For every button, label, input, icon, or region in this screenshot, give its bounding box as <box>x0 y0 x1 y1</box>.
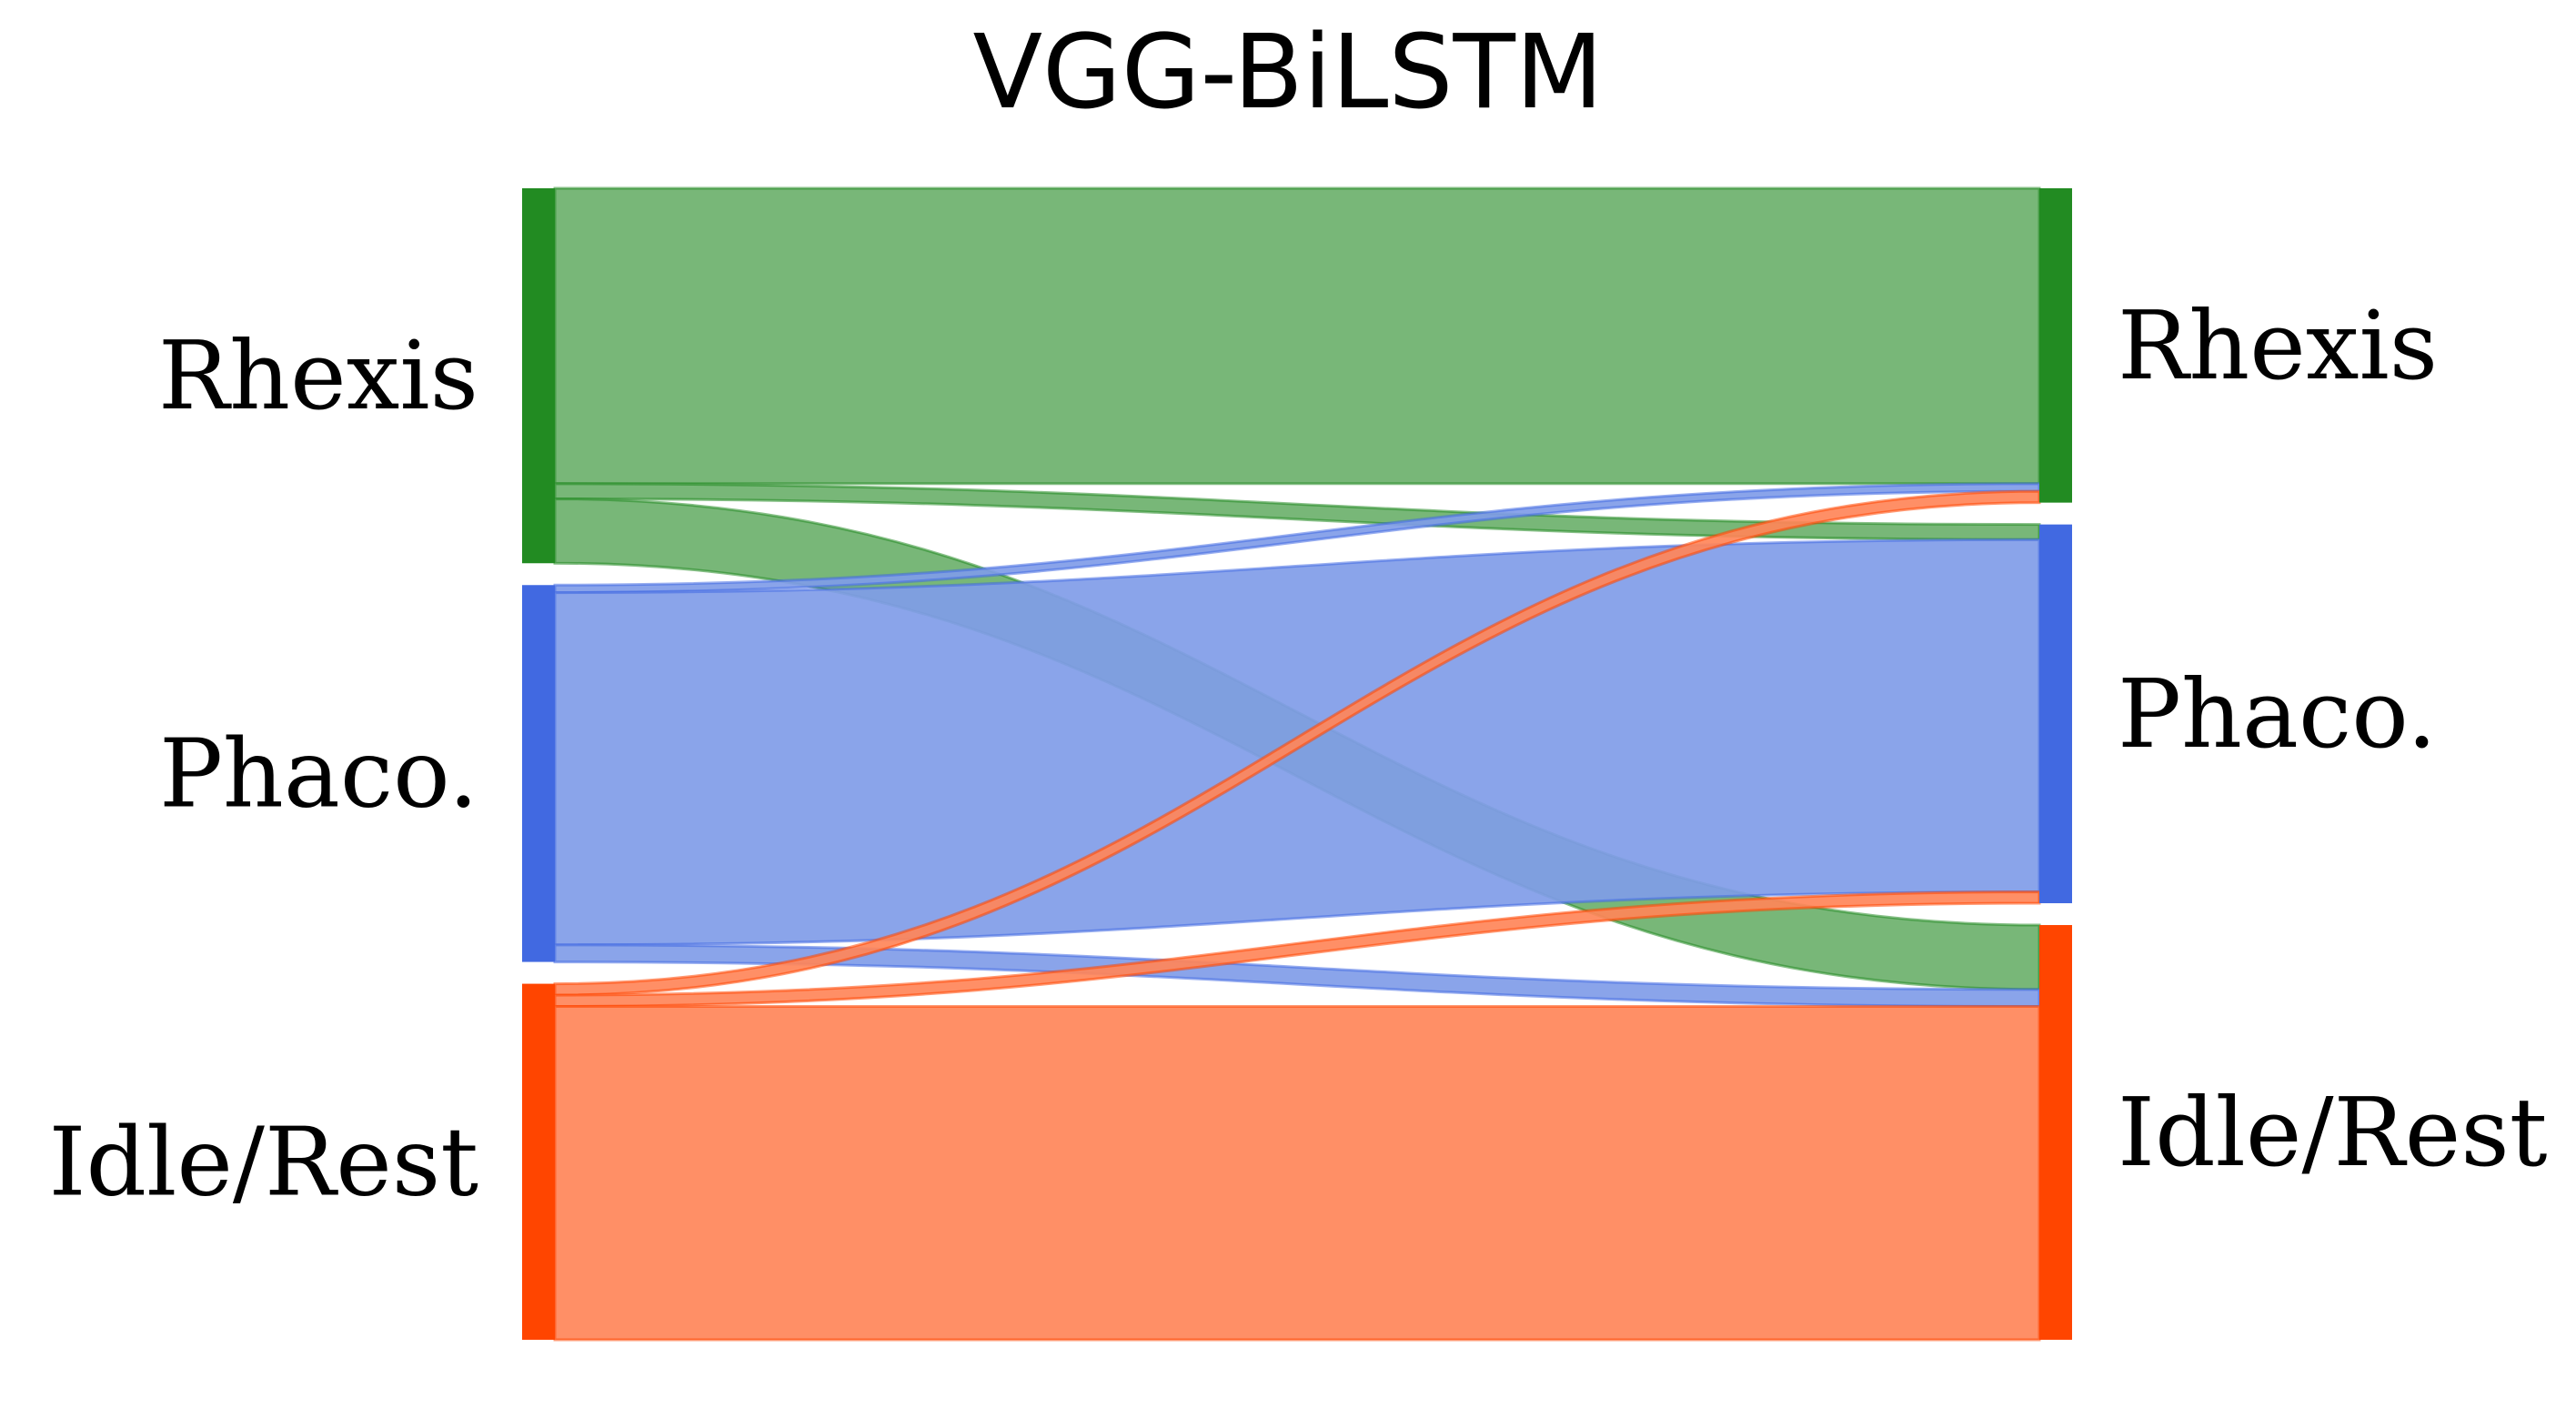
node-layer <box>522 188 2072 1340</box>
flow-idle-rest-to-phaco <box>553 890 2041 1009</box>
left-node-rhexis <box>522 188 555 564</box>
right-label-phaco: Phaco. <box>2118 659 2437 769</box>
left-node-phaco <box>522 585 555 962</box>
right-node-rhexis <box>2039 188 2072 503</box>
flow-idle-rest-to-idle-rest <box>553 1005 2041 1342</box>
left-node-idle-rest <box>522 983 555 1340</box>
flow-layer <box>553 186 2041 1342</box>
left-label-idle-rest: Idle/Rest <box>48 1106 478 1217</box>
label-layer: Rhexis Phaco. Idle/Rest Rhexis Phaco. Idle/Re… <box>48 290 2547 1217</box>
right-node-phaco <box>2039 524 2072 904</box>
left-label-rhexis: Rhexis <box>158 320 478 431</box>
left-label-phaco: Phaco. <box>159 718 478 829</box>
chart-title: VGG-BiLSTM <box>972 14 1603 132</box>
right-label-rhexis: Rhexis <box>2118 290 2438 401</box>
right-label-idle-rest: Idle/Rest <box>2118 1077 2548 1188</box>
right-node-idle-rest <box>2039 925 2072 1340</box>
flow-rhexis-to-rhexis <box>553 186 2041 486</box>
